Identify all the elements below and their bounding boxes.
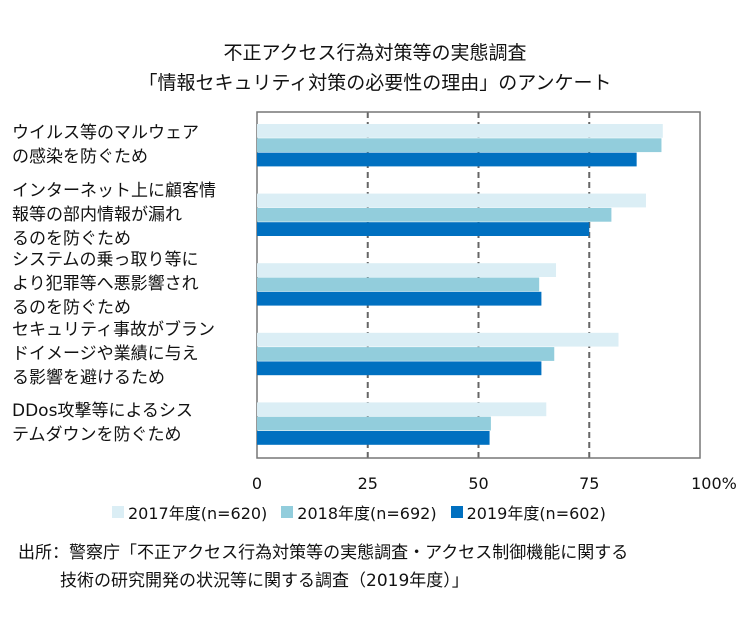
bar-1-2 bbox=[257, 277, 540, 292]
category-label-line: 報等の部内情報が漏れ bbox=[12, 204, 182, 225]
category-label: インターネット上に顧客情 報等の部内情報が漏れ るのを防ぐため bbox=[12, 179, 252, 251]
legend-label: 2017年度(n=620) bbox=[128, 504, 268, 523]
x-tick-label: 0 bbox=[251, 474, 263, 493]
x-tick-label: 50 bbox=[468, 474, 489, 493]
bar-2-1 bbox=[257, 222, 590, 236]
category-label: システムの乗っ取り等に より犯罪等へ悪影響され るのを防ぐため bbox=[12, 248, 252, 320]
bar-0-0 bbox=[257, 124, 663, 138]
bar-1-3 bbox=[257, 347, 555, 361]
category-label-line: の感染を防ぐため bbox=[12, 147, 148, 167]
category-label-line: ウイルス等のマルウェア bbox=[12, 123, 199, 143]
bar-2-2 bbox=[257, 291, 542, 306]
bar-2-0 bbox=[257, 152, 637, 167]
legend-item: 2017年度(n=620) bbox=[112, 500, 267, 524]
legend-item: 2019年度(n=602) bbox=[450, 500, 606, 524]
legend-label: 2019年度(n=602) bbox=[466, 504, 606, 523]
category-label-line: インターネット上に顧客情 bbox=[12, 180, 216, 201]
bar-0-4 bbox=[257, 402, 547, 417]
chart-title-line1: 不正アクセス行為対策等の実態調査 bbox=[223, 42, 527, 64]
bar-2-3 bbox=[257, 361, 542, 376]
source-line2: 技術の研究開発の状況等に関する調査（2019年度）」 bbox=[60, 571, 469, 591]
legend-item: 2018年度(n=692) bbox=[281, 500, 437, 524]
legend: 2017年度(n=620) 2018年度(n=692) 2019年度(n=602) bbox=[112, 500, 606, 524]
x-tick-label: 75 bbox=[579, 474, 600, 493]
source-line1: 出所：警察庁「不正アクセス行為対策等の実態調査・アクセス制御機能に関する bbox=[18, 543, 629, 563]
category-label-line: より犯罪等へ悪影響され bbox=[12, 274, 199, 295]
category-label-line: セキュリティ事故がブラン bbox=[12, 319, 215, 340]
bar-1-1 bbox=[257, 207, 612, 222]
category-label-line: ドイメージや業績に与え bbox=[12, 343, 199, 364]
category-label-line: DDos攻撃等によるシス bbox=[12, 401, 193, 422]
category-label: セキュリティ事故がブラン ドイメージや業績に与え る影響を避けるため bbox=[12, 318, 252, 390]
x-tick-label: 100% bbox=[691, 474, 737, 493]
bar-1-4 bbox=[257, 416, 491, 431]
legend-label: 2018年度(n=692) bbox=[297, 504, 437, 523]
bar-0-3 bbox=[257, 332, 619, 347]
legend-swatch bbox=[450, 506, 463, 518]
category-label-line: る影響を避けるため bbox=[12, 367, 165, 388]
bar-0-2 bbox=[257, 263, 557, 277]
chart-title-line2: 「情報セキュリティ対策の必要性の理由」のアンケート bbox=[138, 72, 612, 94]
category-label-line: るのを防ぐため bbox=[12, 228, 131, 249]
category-label-line: システムの乗っ取り等に bbox=[12, 250, 199, 271]
bar-1-0 bbox=[257, 138, 662, 153]
legend-swatch bbox=[281, 506, 294, 518]
legend-swatch bbox=[112, 506, 124, 518]
x-tick-label: 25 bbox=[357, 474, 378, 493]
category-label: DDos攻撃等によるシス テムダウンを防ぐため bbox=[12, 399, 252, 447]
category-label-line: るのを防ぐため bbox=[12, 298, 131, 319]
category-label: ウイルス等のマルウェア の感染を防ぐため bbox=[12, 121, 252, 169]
bar-2-4 bbox=[257, 431, 490, 445]
category-label-line: テムダウンを防ぐため bbox=[12, 425, 182, 446]
bar-0-1 bbox=[257, 193, 646, 208]
